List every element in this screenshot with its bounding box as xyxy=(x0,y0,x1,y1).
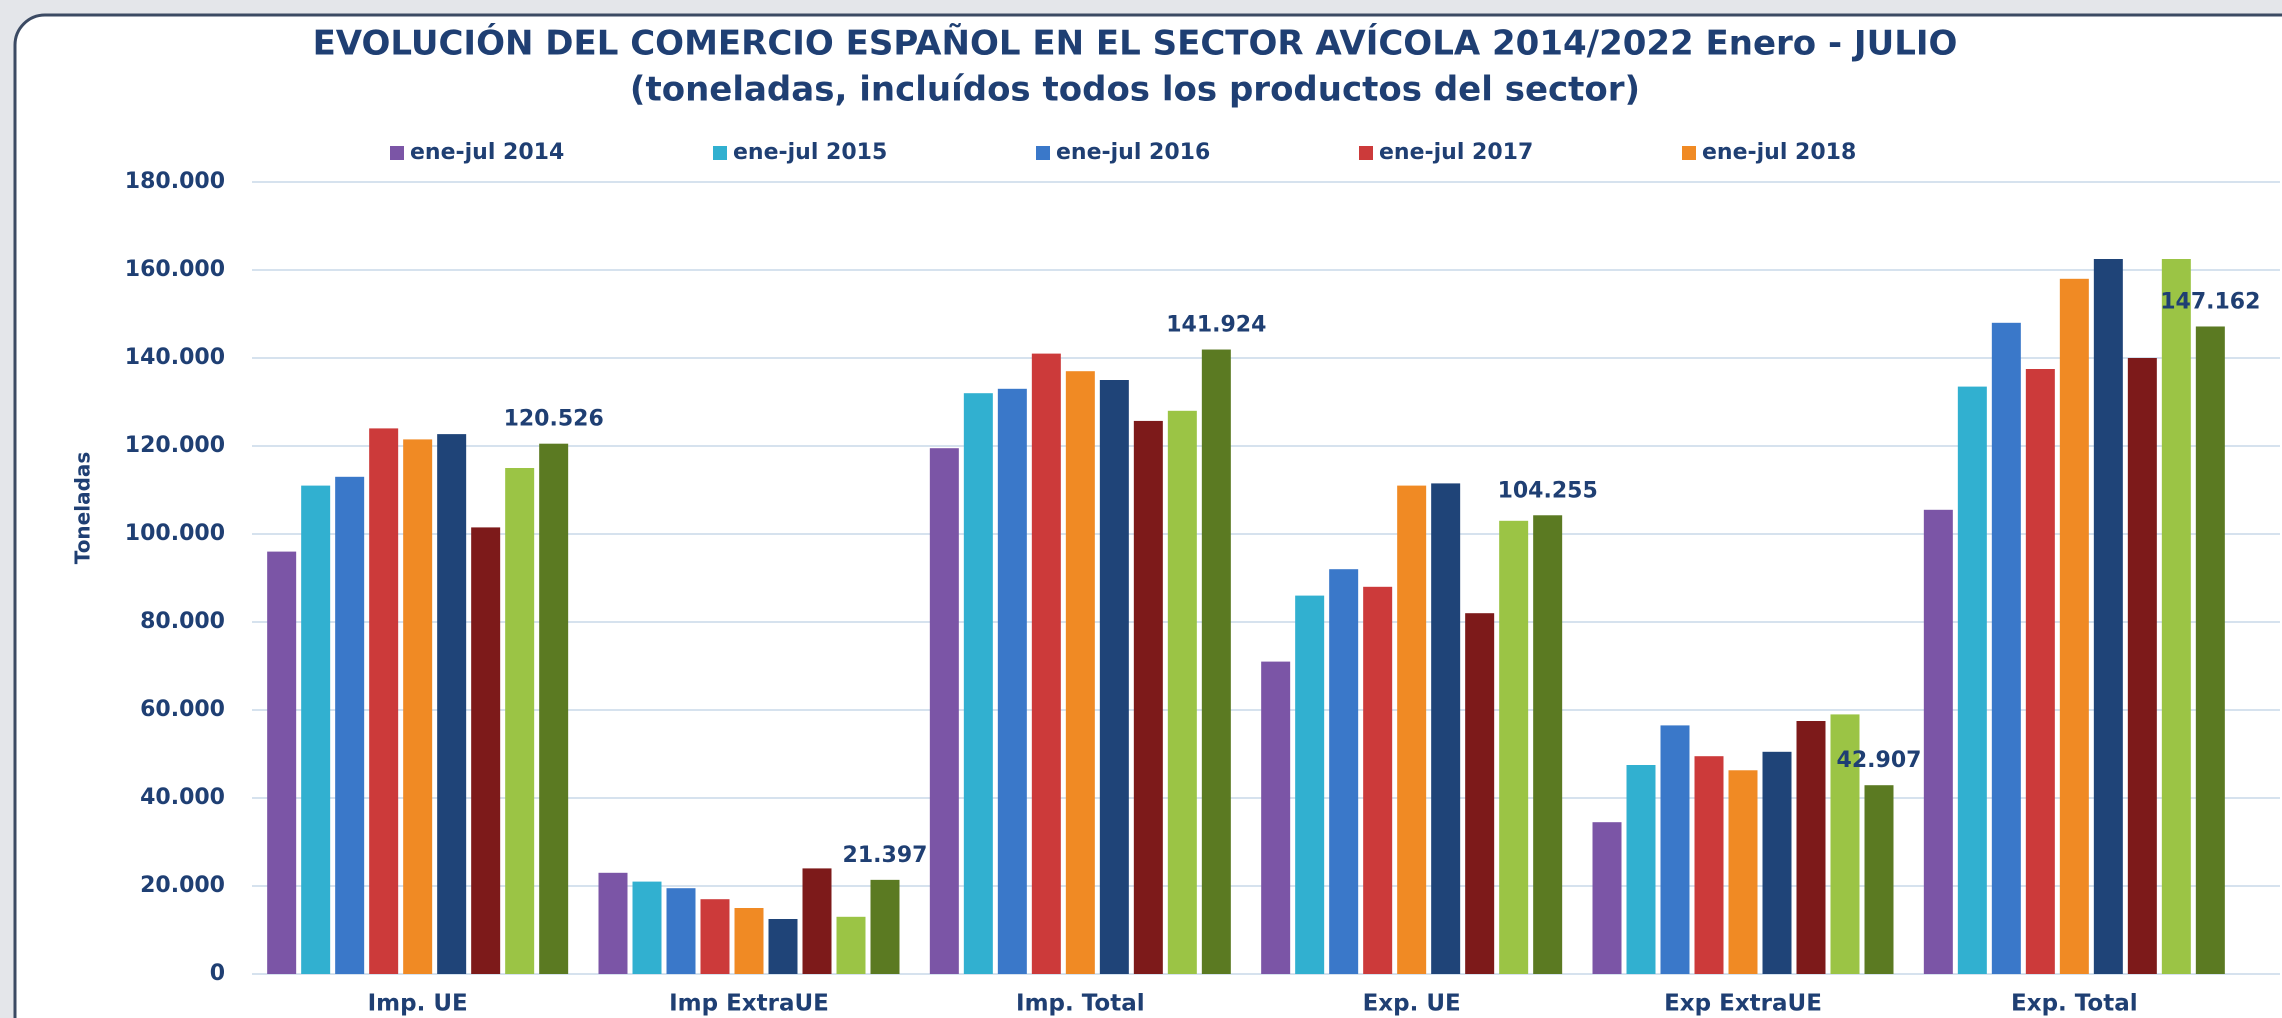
bar xyxy=(700,899,730,974)
x-tick-label: Imp ExtraUE xyxy=(669,991,829,1017)
x-tick-label: Imp. UE xyxy=(368,991,468,1017)
bar xyxy=(1830,714,1860,974)
bar xyxy=(1626,765,1656,974)
legend-swatch xyxy=(713,146,727,160)
bar xyxy=(2059,278,2089,974)
chart-subtitle: (toneladas, incluídos todos los producto… xyxy=(630,70,1640,110)
bar xyxy=(1957,386,1987,975)
bar xyxy=(1762,751,1792,974)
bar xyxy=(1431,483,1461,974)
bar xyxy=(1465,613,1495,974)
legend-swatch xyxy=(1036,146,1050,160)
bar xyxy=(836,916,866,974)
bar xyxy=(1991,322,2021,974)
bar xyxy=(2127,358,2157,974)
bar xyxy=(963,393,993,974)
y-tick-label: 80.000 xyxy=(140,609,225,634)
y-tick-label: 0 xyxy=(210,961,225,986)
y-axis-label: Toneladas xyxy=(71,452,95,565)
data-label: 141.924 xyxy=(1166,313,1266,338)
bar xyxy=(2025,369,2055,974)
data-label: 147.162 xyxy=(2160,289,2260,314)
bar xyxy=(2161,259,2191,974)
bar xyxy=(2195,326,2225,975)
bar xyxy=(267,551,297,974)
data-label: 42.907 xyxy=(1837,748,1922,773)
bar xyxy=(1261,661,1291,974)
bar xyxy=(870,879,900,974)
y-tick-label: 20.000 xyxy=(140,873,225,898)
bar xyxy=(437,434,467,974)
y-tick-label: 60.000 xyxy=(140,697,225,722)
bar xyxy=(1694,756,1724,974)
x-tick-label: Exp. UE xyxy=(1363,991,1461,1017)
bar xyxy=(1923,509,1953,974)
bar xyxy=(1099,380,1129,974)
bar xyxy=(539,443,569,974)
bar xyxy=(1201,349,1231,974)
data-label: 120.526 xyxy=(504,407,604,432)
bar xyxy=(1363,586,1393,974)
bar xyxy=(1329,569,1359,974)
bar xyxy=(1031,353,1061,975)
legend-label: ene-jul 2016 xyxy=(1056,140,1210,165)
x-tick-label: Imp. Total xyxy=(1016,991,1145,1017)
y-tick-label: 160.000 xyxy=(125,257,225,282)
bar xyxy=(929,448,959,974)
bar xyxy=(1864,785,1894,974)
y-tick-label: 120.000 xyxy=(125,433,225,458)
bar xyxy=(734,908,764,974)
bar xyxy=(632,881,662,974)
bar xyxy=(1660,725,1690,974)
legend-label: ene-jul 2018 xyxy=(1702,140,1856,165)
bar xyxy=(369,428,399,974)
bar xyxy=(598,872,628,974)
bar xyxy=(403,439,433,974)
y-tick-label: 180.000 xyxy=(125,169,225,194)
bar xyxy=(1133,420,1163,974)
bar xyxy=(768,919,798,974)
legend-label: ene-jul 2014 xyxy=(410,140,564,165)
y-tick-label: 100.000 xyxy=(125,521,225,546)
bar xyxy=(1796,721,1826,974)
y-tick-label: 140.000 xyxy=(125,345,225,370)
legend-swatch xyxy=(1359,146,1373,160)
bar xyxy=(1728,770,1758,974)
bar xyxy=(1499,520,1529,974)
legend-swatch xyxy=(390,146,404,160)
bar xyxy=(505,468,535,974)
bar xyxy=(1397,485,1427,974)
bar xyxy=(666,888,696,974)
data-label: 104.255 xyxy=(1498,478,1598,503)
bar xyxy=(1533,515,1563,974)
bar xyxy=(1167,410,1197,974)
bar xyxy=(2093,259,2123,974)
bar xyxy=(1065,371,1095,974)
bar xyxy=(471,527,501,974)
bar xyxy=(335,476,365,974)
legend-swatch xyxy=(1682,146,1696,160)
bar xyxy=(1295,595,1325,974)
bar xyxy=(802,868,832,974)
legend-label: ene-jul 2017 xyxy=(1379,140,1533,165)
x-tick-label: Exp ExtraUE xyxy=(1664,991,1822,1017)
legend-label: ene-jul 2015 xyxy=(733,140,887,165)
bar xyxy=(1592,822,1622,974)
chart-title: EVOLUCIÓN DEL COMERCIO ESPAÑOL EN EL SEC… xyxy=(313,23,1958,64)
x-tick-label: Exp. Total xyxy=(2011,991,2138,1017)
data-label: 21.397 xyxy=(843,843,928,868)
bar xyxy=(301,485,331,974)
bar xyxy=(997,388,1027,974)
y-tick-label: 40.000 xyxy=(140,785,225,810)
